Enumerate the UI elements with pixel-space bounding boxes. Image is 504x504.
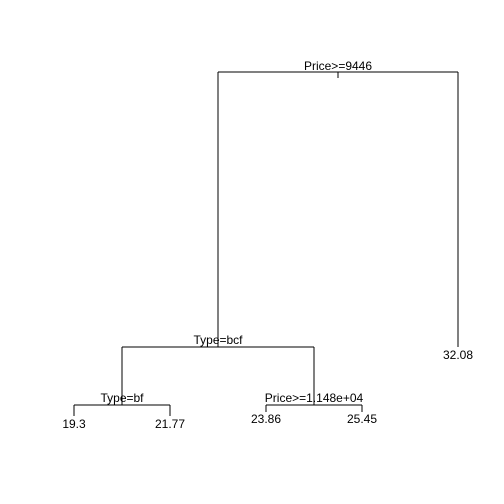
leaf-label-23-86: 23.86 (251, 412, 281, 426)
root-split-label: Price>=9446 (304, 59, 372, 73)
leaf-label-25-45: 25.45 (347, 412, 377, 426)
type-bf-split-label: Type=bf (100, 391, 144, 405)
type-bcf-split-label: Type=bcf (193, 333, 243, 347)
leaf-label-21-77: 21.77 (155, 417, 185, 431)
leaf-label-32-08: 32.08 (443, 348, 473, 362)
leaf-label-19-3: 19.3 (62, 417, 86, 431)
price-1148-split-label: Price>=1.148e+04 (265, 391, 364, 405)
